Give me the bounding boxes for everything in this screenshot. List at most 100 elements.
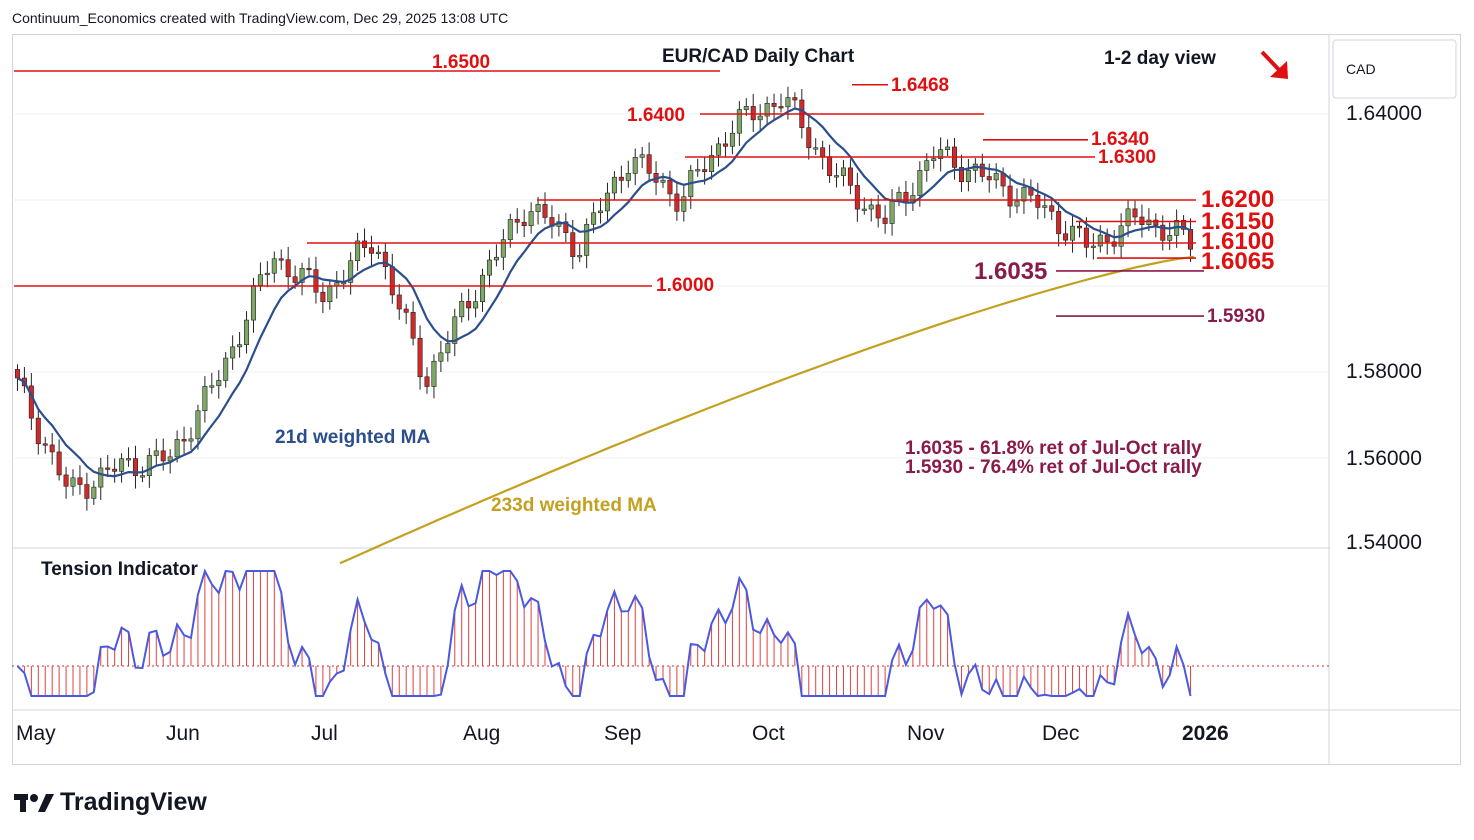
- candle-body: [840, 167, 846, 176]
- candle-body: [223, 357, 229, 381]
- candle-body: [792, 97, 798, 101]
- candle-body: [861, 208, 867, 211]
- candle-body: [1153, 219, 1159, 226]
- candle-body: [91, 486, 97, 499]
- candle-body: [736, 109, 742, 134]
- price-tag-ma21: 1.61397: [1351, 195, 1427, 219]
- candle-body: [1125, 208, 1131, 227]
- currency-box: [1332, 39, 1457, 99]
- candle-body: [306, 268, 312, 271]
- candle-body: [84, 484, 90, 499]
- price-tag-last: 1.61031: [1351, 229, 1427, 253]
- candle-body: [250, 285, 256, 321]
- candle-body: [348, 260, 354, 283]
- candle-body: [854, 185, 860, 210]
- tradingview-brand[interactable]: TradingView: [14, 788, 207, 817]
- candle-body: [986, 176, 992, 181]
- candle-body: [1111, 241, 1117, 247]
- candle-body: [424, 376, 430, 387]
- view-label: 1-2 day view: [1104, 48, 1216, 69]
- candle-body: [1181, 220, 1187, 230]
- x-tick-nov: Nov: [907, 722, 945, 745]
- candle-body: [757, 115, 763, 121]
- candle-body: [931, 158, 937, 161]
- candle-body: [244, 319, 250, 345]
- candle-body: [847, 167, 853, 186]
- candle-body: [105, 467, 111, 470]
- candle-body: [965, 170, 971, 183]
- candle-body: [1188, 229, 1194, 250]
- candle-body: [459, 301, 465, 318]
- candle-body: [889, 199, 895, 224]
- ma21-label: 21d weighted MA: [275, 427, 431, 448]
- candle-body: [389, 266, 395, 296]
- candle-body: [632, 157, 638, 174]
- candle-body: [112, 468, 118, 472]
- candle-body: [1160, 224, 1166, 241]
- x-tick-aug: Aug: [463, 722, 501, 745]
- candle-body: [1146, 219, 1152, 225]
- x-tick-sep: Sep: [604, 722, 642, 745]
- candle-body: [1167, 235, 1173, 241]
- candle-body: [174, 439, 180, 458]
- candle-body: [625, 173, 631, 181]
- candle-body: [452, 316, 458, 344]
- candle-body: [938, 149, 944, 159]
- level-label-16000: 1.6000: [656, 275, 715, 296]
- candle-body: [438, 352, 444, 362]
- chart-frame: [12, 34, 1461, 765]
- candle-body: [271, 258, 277, 274]
- candle-body: [584, 224, 590, 256]
- candle-body: [528, 211, 534, 227]
- candle-body: [202, 386, 208, 412]
- candle-body: [146, 455, 152, 476]
- candle-body: [396, 294, 402, 310]
- candle-body: [486, 259, 492, 276]
- candle-body: [646, 154, 652, 174]
- candle-body: [598, 210, 604, 214]
- candle-body: [292, 276, 298, 283]
- candle-body: [577, 255, 583, 258]
- candle-body: [785, 97, 791, 108]
- candle-body: [764, 103, 770, 117]
- candle-body: [500, 239, 506, 258]
- candle-body: [230, 346, 236, 359]
- tension-indicator-label: Tension Indicator: [41, 559, 198, 580]
- x-tick-may: May: [16, 722, 56, 745]
- candle-body: [896, 191, 902, 200]
- candle-body: [1132, 208, 1138, 218]
- fib-note-2: 1.5930 - 76.4% ret of Jul-Oct rally: [905, 457, 1202, 478]
- candle-body: [355, 240, 361, 262]
- candle-body: [285, 259, 291, 278]
- candle-body: [639, 154, 645, 158]
- candle-body: [868, 204, 874, 210]
- candle-body: [695, 169, 701, 172]
- candle-body: [958, 167, 964, 183]
- candle-body: [417, 337, 423, 378]
- candle-body: [153, 450, 159, 456]
- candle-body: [181, 439, 187, 442]
- x-tick-2026: 2026: [1182, 722, 1229, 745]
- candle-body: [604, 192, 610, 212]
- candle-body: [35, 417, 41, 445]
- candle-body: [535, 204, 541, 212]
- candle-body: [827, 156, 833, 177]
- candle-body: [216, 380, 222, 387]
- ma233-label: 233d weighted MA: [491, 495, 657, 516]
- candle-body: [209, 385, 215, 388]
- candle-body: [237, 344, 243, 348]
- candle-body: [119, 458, 125, 472]
- level-label-16100: 1.6100: [1201, 228, 1275, 255]
- level-label-16150: 1.6150: [1201, 208, 1275, 235]
- fib-note-1: 1.6035 - 61.8% ret of Jul-Oct rally: [905, 438, 1202, 459]
- chart-header: Continuum_Economics created with Trading…: [12, 10, 509, 26]
- candle-body: [542, 204, 548, 218]
- level-label-16400: 1.6400: [627, 105, 686, 126]
- candle-body: [674, 193, 680, 212]
- currency-label[interactable]: CAD: [1346, 61, 1376, 77]
- candle-body: [611, 176, 617, 194]
- candle-body: [77, 477, 83, 485]
- candle-body: [806, 127, 812, 149]
- x-tick-jun: Jun: [166, 722, 200, 745]
